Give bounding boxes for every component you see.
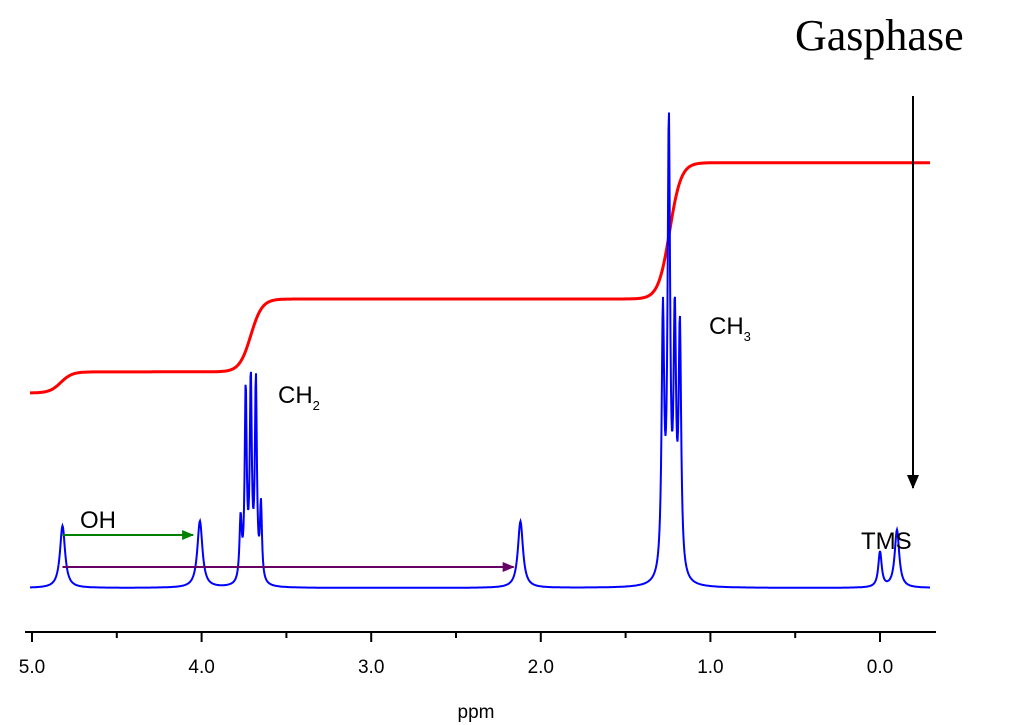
integral-line	[30, 161, 930, 395]
ch3-label: CH3	[709, 313, 751, 344]
spectrum-line	[30, 112, 930, 589]
x-tick-label: 1.0	[697, 657, 723, 678]
x-tick-label: 3.0	[358, 657, 384, 678]
x-tick-label: 4.0	[188, 657, 214, 678]
tms-label: TMS	[861, 528, 912, 555]
gasphase-label: Gasphase	[795, 11, 964, 60]
x-tick-label: 0.0	[867, 657, 893, 678]
oh-label: OH	[80, 507, 116, 534]
x-axis-title: ppm	[458, 702, 495, 723]
x-tick-label: 2.0	[528, 657, 554, 678]
ch2-label: CH2	[278, 382, 320, 413]
x-tick-label: 5.0	[19, 657, 45, 678]
